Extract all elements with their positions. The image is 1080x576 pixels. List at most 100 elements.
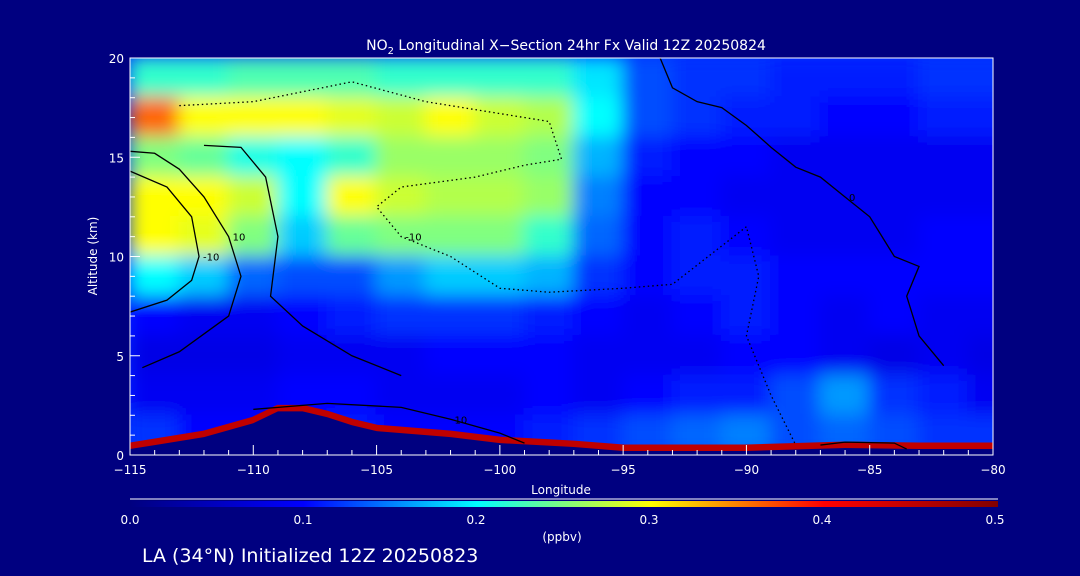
heatmap-cell	[375, 374, 427, 417]
heatmap-cell	[868, 176, 921, 218]
heatmap-cell	[868, 255, 921, 298]
heatmap-cell	[523, 58, 575, 99]
heatmap-cell	[227, 215, 279, 258]
heatmap-cell	[868, 136, 921, 179]
heatmap-cell	[474, 374, 526, 417]
heatmap-cell	[326, 215, 378, 258]
heatmap-cell	[523, 136, 575, 179]
terrain	[130, 411, 993, 455]
heatmap-cell	[868, 215, 921, 258]
heatmap-cell	[622, 255, 674, 298]
heatmap-cell	[375, 255, 427, 298]
heatmap-cell	[622, 96, 674, 139]
heatmap-cell	[868, 334, 921, 377]
y-tick-label: 5	[116, 350, 124, 364]
heatmap-cell	[868, 374, 921, 417]
heatmap-cell	[523, 96, 575, 139]
heatmap-cell	[424, 136, 477, 179]
colorbar-tick-label: 0.5	[985, 513, 1004, 527]
heatmap-cell	[178, 96, 230, 139]
heatmap-cell	[523, 295, 575, 337]
heatmap-cell	[819, 255, 871, 298]
heatmap-cell	[227, 176, 279, 218]
heatmap-cell	[770, 176, 822, 218]
colorbar	[130, 501, 998, 507]
heatmap-cell	[770, 96, 822, 139]
heatmap-cell	[622, 295, 674, 337]
heatmap-cell	[770, 334, 822, 377]
heatmap-cell	[130, 255, 181, 298]
heatmap-cell	[967, 176, 993, 218]
heatmap-cell	[375, 96, 427, 139]
heatmap-cell	[918, 176, 970, 218]
heatmap-cell	[622, 334, 674, 377]
heatmap-cell	[720, 96, 773, 139]
heatmap-cell	[572, 334, 625, 377]
contour-lines: 0 -10 10 -10 10	[130, 58, 945, 450]
heatmap-cell	[819, 215, 871, 258]
heatmap-cell	[178, 334, 230, 377]
heatmap-cell	[474, 136, 526, 179]
heatmap-cell	[424, 255, 477, 298]
x-tick-label: −115	[114, 463, 147, 477]
heatmap-cell	[375, 176, 427, 218]
heatmap-cell	[474, 334, 526, 377]
heatmap-cell	[227, 334, 279, 377]
heatmap-cell	[671, 58, 723, 99]
colorbar-tick-label: 0.3	[639, 513, 658, 527]
chart-title: NO2 Longitudinal X−Section 24hr Fx Valid…	[366, 38, 766, 57]
heatmap-cell	[178, 374, 230, 417]
heatmap-cell	[967, 96, 993, 139]
contour-label: -10	[405, 233, 421, 244]
heatmap-cell	[276, 334, 329, 377]
heatmap-cell	[770, 215, 822, 258]
x-axis: −115 −110 −105 −100 −95 −90 −85 −80	[114, 445, 1006, 477]
heatmap-cell	[424, 176, 477, 218]
heatmap-cell	[572, 58, 625, 99]
contour-label: -10	[203, 253, 219, 264]
heatmap-cell	[474, 96, 526, 139]
heatmap-cell	[819, 334, 871, 377]
heatmap-cell	[276, 176, 329, 218]
contour-line	[130, 150, 242, 369]
x-tick-label: −90	[734, 463, 759, 477]
heatmap-cell	[671, 176, 723, 218]
heatmap-cell	[671, 215, 723, 258]
contour-label: 10	[455, 415, 468, 426]
y-axis-label: Altitude (km)	[86, 217, 100, 296]
heatmap-cell	[967, 215, 993, 258]
heatmap-cell	[276, 295, 329, 337]
heatmap-cell	[227, 58, 279, 99]
heatmap-cell	[326, 136, 378, 179]
heatmap-cell	[819, 295, 871, 337]
heatmap-cell	[227, 295, 279, 337]
heatmap-cell	[622, 176, 674, 218]
heatmap-cell	[720, 334, 773, 377]
x-tick-label: −95	[610, 463, 635, 477]
heatmap-cell	[671, 96, 723, 139]
heatmap-cell	[178, 136, 230, 179]
heatmap-cell	[720, 255, 773, 298]
heatmap-cell	[622, 215, 674, 258]
heatmap-cell	[130, 58, 181, 99]
heatmap-cell	[424, 334, 477, 377]
heatmap-cell	[276, 136, 329, 179]
heatmap-cell	[720, 136, 773, 179]
heatmap-cell	[967, 136, 993, 179]
heatmap-cell	[178, 295, 230, 337]
heatmap-cell	[474, 176, 526, 218]
heatmap-cell	[326, 176, 378, 218]
heatmap-cell	[622, 374, 674, 417]
heatmap-cell	[918, 334, 970, 377]
heatmap-cell	[227, 136, 279, 179]
y-tick-label: 0	[116, 449, 124, 463]
x-tick-label: −105	[360, 463, 393, 477]
colorbar-tick-label: 0.0	[120, 513, 139, 527]
heatmap-cell	[770, 136, 822, 179]
heatmap-cell	[671, 136, 723, 179]
heatmap-cell	[572, 96, 625, 139]
heatmap-cell	[227, 96, 279, 139]
heatmap-cell	[770, 255, 822, 298]
heatmap-cell	[967, 334, 993, 377]
heatmap-cell	[967, 374, 993, 417]
